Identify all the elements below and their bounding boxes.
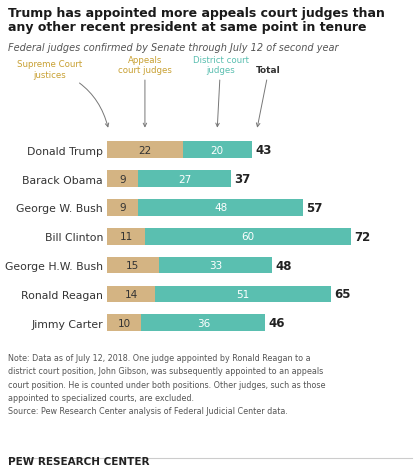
Text: 33: 33 [209, 260, 222, 270]
Text: 48: 48 [276, 259, 292, 272]
Bar [155, 286, 331, 303]
Text: 9: 9 [119, 174, 126, 184]
Text: 36: 36 [197, 318, 210, 328]
Text: 20: 20 [210, 146, 224, 156]
Bar [183, 142, 252, 159]
Bar [107, 142, 183, 159]
Text: 10: 10 [118, 318, 131, 328]
Bar [159, 257, 272, 274]
Text: 43: 43 [255, 144, 271, 157]
Text: 57: 57 [307, 201, 323, 215]
Text: Source: Pew Research Center analysis of Federal Judicial Center data.: Source: Pew Research Center analysis of … [8, 407, 288, 416]
Bar [107, 315, 142, 331]
Text: 60: 60 [241, 232, 255, 242]
Text: 46: 46 [269, 317, 285, 329]
Text: appointed to specialized courts, are excluded.: appointed to specialized courts, are exc… [8, 393, 194, 402]
Bar [138, 171, 231, 188]
Text: 14: 14 [125, 289, 138, 299]
Text: 37: 37 [234, 173, 251, 186]
Text: PEW RESEARCH CENTER: PEW RESEARCH CENTER [8, 456, 150, 466]
Text: 22: 22 [138, 146, 152, 156]
Bar [107, 171, 138, 188]
Text: court position. He is counted under both positions. Other judges, such as those: court position. He is counted under both… [8, 380, 326, 389]
Text: 51: 51 [236, 289, 249, 299]
Text: district court position, John Gibson, was subsequently appointed to an appeals: district court position, John Gibson, wa… [8, 367, 324, 376]
Bar [107, 228, 145, 245]
Text: District court
judges: District court judges [193, 56, 249, 128]
Text: any other recent president at same point in tenure: any other recent president at same point… [8, 21, 367, 34]
Bar [107, 200, 138, 217]
Text: Note: Data as of July 12, 2018. One judge appointed by Ronald Reagan to a: Note: Data as of July 12, 2018. One judg… [8, 353, 311, 362]
Text: Trump has appointed more appeals court judges than: Trump has appointed more appeals court j… [8, 7, 385, 20]
Text: Appeals
court judges: Appeals court judges [118, 56, 172, 128]
Bar [107, 257, 159, 274]
Bar [138, 200, 303, 217]
Bar [107, 286, 155, 303]
Text: Total: Total [256, 66, 281, 128]
Text: 72: 72 [354, 230, 371, 243]
Bar [142, 315, 265, 331]
Text: Federal judges confirmed by Senate through July 12 of second year: Federal judges confirmed by Senate throu… [8, 43, 339, 53]
Bar [145, 228, 351, 245]
Text: 27: 27 [178, 174, 191, 184]
Text: 65: 65 [334, 288, 351, 301]
Text: 48: 48 [214, 203, 227, 213]
Text: 11: 11 [119, 232, 133, 242]
Text: 15: 15 [126, 260, 139, 270]
Text: 9: 9 [119, 203, 126, 213]
Text: Supreme Court
justices: Supreme Court justices [17, 60, 109, 128]
